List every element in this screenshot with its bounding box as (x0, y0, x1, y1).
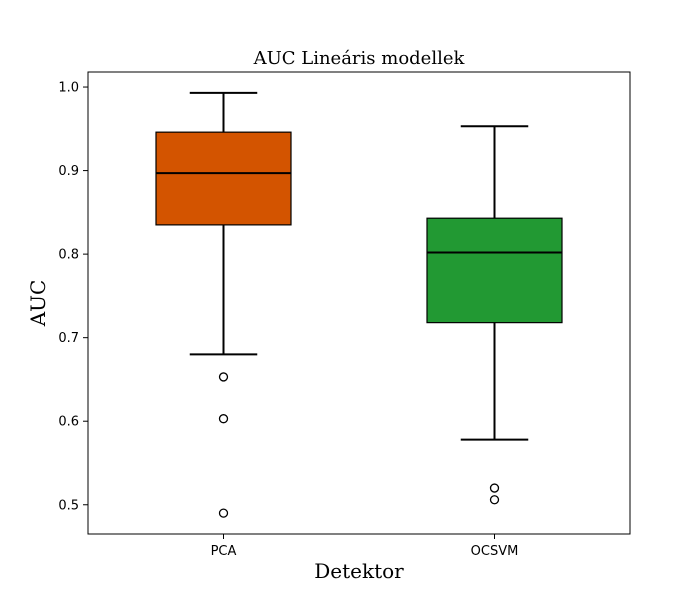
x-tick-label: PCA (211, 544, 237, 559)
outlier-point (218, 414, 229, 424)
y-tick-label: 1.0 (58, 81, 79, 96)
y-tick-label: 0.5 (58, 498, 79, 513)
outlier-point (218, 508, 229, 518)
y-tick-label: 0.9 (58, 164, 79, 179)
x-axis-label: Detektor (314, 559, 404, 583)
y-tick-label: 0.8 (58, 248, 79, 263)
plot-area-frame (87, 71, 631, 535)
outlier-point (218, 372, 229, 382)
outlier-point (489, 483, 500, 493)
x-tick-label: OCSVM (471, 544, 519, 559)
outlier-point (489, 495, 500, 505)
chart-title: AUC Lineáris modellek (253, 48, 466, 69)
box-ocsvm (426, 217, 563, 324)
chart-marks: 0.5 0.6 0.7 0.8 0.9 1.0 PCA OCSVM (58, 81, 563, 559)
box-pca (155, 131, 292, 226)
y-tick-label: 0.7 (58, 331, 79, 346)
y-tick-label: 0.6 (58, 415, 79, 430)
y-axis-label: AUC (26, 280, 50, 328)
